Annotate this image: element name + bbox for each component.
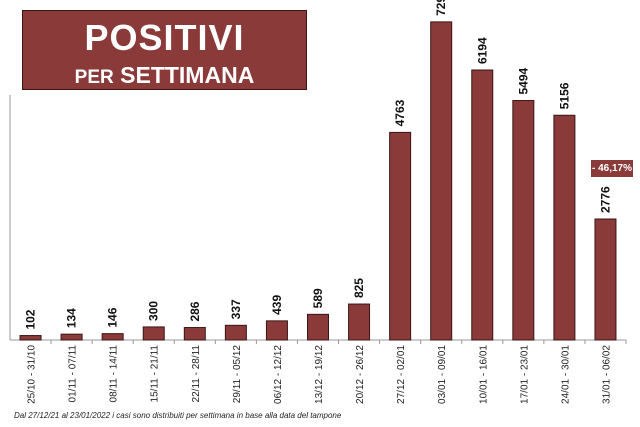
data-label: 825 bbox=[352, 278, 366, 298]
bar bbox=[553, 114, 576, 341]
x-tick-label: 27/12 - 02/01 bbox=[396, 345, 407, 404]
title-box: POSITIVI PER SETTIMANA bbox=[22, 10, 307, 90]
data-label: 300 bbox=[147, 301, 161, 321]
bar bbox=[307, 313, 329, 341]
data-label: 5494 bbox=[516, 67, 530, 94]
bar bbox=[142, 326, 165, 341]
data-label: 102 bbox=[24, 309, 38, 329]
footnote: Dal 27/12/21 al 23/01/2022 i casi sono d… bbox=[14, 411, 342, 420]
chart-subtitle-per: PER bbox=[74, 67, 114, 88]
x-tick-label: 24/01 - 30/01 bbox=[560, 345, 571, 404]
x-tick-label: 10/01 - 16/01 bbox=[478, 345, 489, 404]
chart-subtitle-settimana: SETTIMANA bbox=[113, 62, 255, 88]
chart-title: POSITIVI bbox=[84, 17, 245, 58]
bar bbox=[183, 327, 206, 341]
data-label: 134 bbox=[65, 308, 79, 328]
bar bbox=[60, 333, 83, 341]
data-label: 7298 bbox=[434, 0, 448, 16]
data-label: 337 bbox=[229, 299, 243, 319]
bar bbox=[265, 320, 288, 341]
data-label: 589 bbox=[311, 288, 325, 308]
x-tick-label: 03/01 - 09/01 bbox=[437, 345, 448, 404]
bar bbox=[471, 69, 494, 341]
bar bbox=[348, 303, 371, 341]
data-label: 2776 bbox=[598, 186, 612, 213]
x-tick-label: 08/11 - 14/11 bbox=[109, 345, 120, 403]
chart-subtitle: PER SETTIMANA bbox=[23, 63, 306, 90]
x-tick-label: 31/01 - 06/02 bbox=[601, 345, 612, 404]
bar bbox=[101, 333, 124, 341]
data-label: 5156 bbox=[557, 82, 571, 109]
data-label: 286 bbox=[188, 301, 202, 321]
data-label: 439 bbox=[270, 295, 284, 315]
bar bbox=[512, 100, 535, 341]
x-tick-label: 22/11 - 28/11 bbox=[191, 345, 202, 403]
data-label: 4763 bbox=[393, 99, 407, 126]
x-tick-label: 01/11 - 07/11 bbox=[68, 345, 79, 403]
data-label: 146 bbox=[106, 307, 120, 327]
x-tick-label: 13/12 - 19/12 bbox=[314, 345, 325, 404]
x-tick-label: 15/11 - 21/11 bbox=[150, 345, 161, 403]
bar bbox=[389, 131, 412, 341]
bar bbox=[430, 21, 453, 341]
x-tick-label: 06/12 - 12/12 bbox=[273, 345, 284, 404]
bar bbox=[224, 324, 247, 341]
x-tick-label: 20/12 - 26/12 bbox=[355, 345, 366, 404]
x-tick-label: 17/01 - 23/01 bbox=[519, 345, 530, 404]
bar bbox=[19, 335, 42, 341]
bar bbox=[594, 218, 617, 341]
data-label: 6194 bbox=[475, 37, 489, 64]
x-tick-label: 25/10 - 31/10 bbox=[27, 345, 38, 404]
percent-change-badge: - 46,17% bbox=[591, 160, 633, 177]
x-tick-label: 29/11 - 05/12 bbox=[232, 345, 243, 404]
